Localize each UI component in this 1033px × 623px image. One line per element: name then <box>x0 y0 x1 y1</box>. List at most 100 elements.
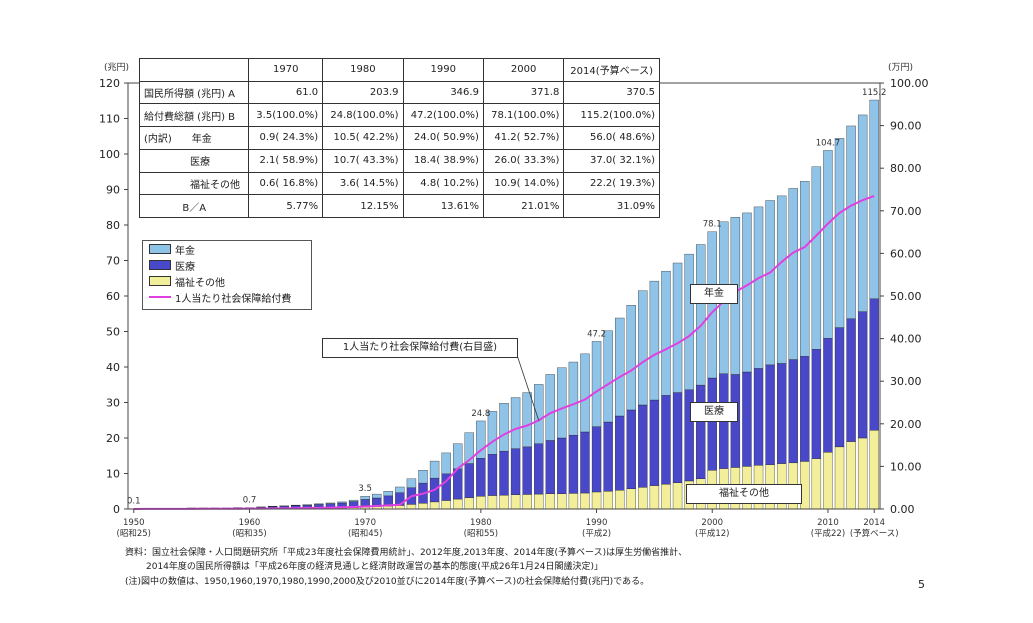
bar-segment <box>534 443 544 495</box>
right-axis-unit: (万円) <box>888 62 913 73</box>
bar-segment <box>545 374 555 441</box>
bar-segment <box>661 395 671 485</box>
bar-segment <box>510 397 521 449</box>
x-tick-label: 2000 <box>701 518 723 528</box>
bar-segment <box>557 437 567 494</box>
x-tick-label: 1950 <box>123 518 145 528</box>
table-cell: 371.8 <box>482 80 565 105</box>
medical-label-box: 医療 <box>690 402 738 422</box>
table-row-label: (内訳) 年金 <box>138 126 250 150</box>
footer-source-2: 2014年度の国民所得額は「平成26年度の経済見通しと経済財政運営の基本的態度(… <box>146 562 604 572</box>
x-tick-sublabel: (昭和25) <box>117 529 151 539</box>
table-row: (内訳) 年金 0.9( 24.3%) 10.5( 42.2%) 24.0( 50.9… <box>138 126 660 150</box>
chart-legend: 年金 医療 福祉その他 1人当たり社会保障給付費 <box>142 240 312 310</box>
bar-segment <box>707 377 717 471</box>
bar-segment <box>568 493 579 510</box>
bar-segment <box>846 125 856 319</box>
bar-segment <box>603 330 613 423</box>
bar-segment <box>418 470 428 484</box>
table-cell: 24.0( 50.9%) <box>402 126 484 150</box>
bar-segment <box>568 434 579 494</box>
bar-segment <box>337 501 347 504</box>
footer-note: (注)図中の数値は、1950,1960,1970,1980,1990,2000及… <box>125 577 650 587</box>
right-tick-label: 60.00 <box>890 247 922 260</box>
legend-swatch <box>149 260 171 270</box>
right-tick-label: 100.00 <box>890 77 929 90</box>
legend-label: 1人当たり社会保障給付費 <box>175 293 292 305</box>
total-data-label: 0.1 <box>127 497 141 507</box>
bar-segment <box>695 384 706 480</box>
right-tick-label: 50.00 <box>890 290 922 303</box>
bar-segment <box>800 356 810 462</box>
bar-segment <box>557 367 567 439</box>
bar-segment <box>649 485 660 510</box>
bar-segment <box>325 502 336 504</box>
bar-segment <box>661 270 671 396</box>
table-cell: 10.7( 43.3%) <box>322 148 404 173</box>
bar-segment <box>661 483 671 510</box>
left-tick-label: 40 <box>106 361 120 374</box>
bar-segment <box>591 491 602 510</box>
bar-segment <box>615 317 625 417</box>
table-cell: 0.6( 16.8%) <box>248 171 324 196</box>
bar-segment <box>487 454 498 496</box>
table-cell: 24.8(100.0%) <box>322 103 404 128</box>
bar-segment <box>823 150 833 339</box>
left-tick-label: 90 <box>106 184 120 197</box>
table-cell: 115.2(100.0%) <box>563 103 660 128</box>
table-header-cell: 2000 <box>482 58 565 82</box>
table-header-cell: 1970 <box>248 58 324 82</box>
bar-segment <box>464 432 474 464</box>
bar-segment <box>580 431 590 494</box>
bar-segment <box>811 458 822 510</box>
table-cell: 31.09% <box>563 194 660 218</box>
bar-segment <box>499 450 509 496</box>
total-data-label: 3.5 <box>358 484 372 494</box>
left-tick-label: 30 <box>106 397 120 410</box>
welfare-label-box: 福祉その他 <box>686 484 802 504</box>
bar-segment <box>811 166 822 350</box>
bar-segment <box>672 262 683 393</box>
bar-segment <box>649 399 660 486</box>
total-data-label: 24.8 <box>471 409 490 419</box>
legend-swatch <box>149 296 171 298</box>
left-tick-label: 0 <box>113 503 120 516</box>
left-tick-label: 110 <box>99 113 120 126</box>
table-cell: 41.2( 52.7%) <box>482 126 565 150</box>
bar-segment <box>429 460 440 479</box>
bar-segment <box>615 490 625 510</box>
bar-segment <box>372 493 382 499</box>
right-tick-label: 90.00 <box>890 120 922 133</box>
table-row-label: 国民所得額 (兆円) A <box>138 80 250 105</box>
legend-label: 医療 <box>175 261 195 273</box>
table-cell: 5.77% <box>248 194 324 218</box>
table-row: 医療 2.1( 58.9%) 10.7( 43.3%) 18.4( 38.9%) 26.… <box>138 148 660 173</box>
bar-segment <box>522 392 532 448</box>
bar-segment <box>649 280 660 401</box>
bar-segment <box>348 499 359 502</box>
bar-segment <box>487 411 498 455</box>
table-cell: 12.15% <box>322 194 404 218</box>
table-row: 福祉その他 0.6( 16.8%) 3.6( 14.5%) 4.8( 10.2%) 10… <box>138 171 660 196</box>
total-data-label: 104.7 <box>816 138 840 148</box>
legend-label: 年金 <box>175 245 195 257</box>
left-tick-label: 80 <box>106 219 120 232</box>
per-capita-label-box: 1人当たり社会保障給付費(右目盛) <box>322 338 518 358</box>
bar-segment <box>522 494 532 510</box>
bar-segment <box>857 437 868 510</box>
table-row-label: 福祉その他 <box>138 171 250 196</box>
bar-segment <box>834 138 845 328</box>
table-cell: 56.0( 48.6%) <box>563 126 660 150</box>
right-tick-label: 40.00 <box>890 333 922 346</box>
label-layer: 0.1 0.7 3.5 24.8 47.2 78.1 104.7 115.2 <box>127 88 886 507</box>
right-tick-label: 80.00 <box>890 162 922 175</box>
x-tick-label: 1990 <box>586 518 608 528</box>
bar-segment <box>626 305 636 411</box>
axis-layer: 0 10 20 30 40 50 60 70 80 90 100 110 120 0.00 10.00 20.… <box>99 77 929 539</box>
legend-entry: 年金 <box>143 241 311 257</box>
bar-segment <box>534 384 544 444</box>
left-axis-unit: (兆円) <box>104 62 129 73</box>
bar-segment <box>776 363 787 464</box>
